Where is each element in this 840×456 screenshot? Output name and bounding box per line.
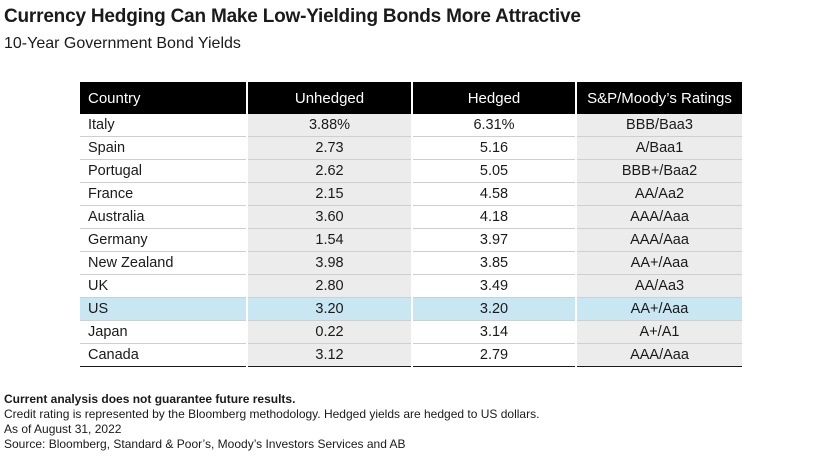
footer-disclaimer: Current analysis does not guarantee futu…: [4, 392, 296, 406]
country-cell: Germany: [80, 228, 248, 252]
footer-note: Credit rating is represented by the Bloo…: [4, 407, 540, 421]
footer-date: As of August 31, 2022: [4, 422, 122, 436]
rating-cell: AA+/Aaa: [576, 297, 742, 321]
country-cell: US: [80, 297, 248, 321]
rating-cell: AA/Aa2: [576, 182, 742, 206]
footer-notes: Current analysis does not guarantee futu…: [4, 392, 539, 452]
hedged-cell: 2.79: [412, 343, 577, 367]
header-unhedged: Unhedged: [247, 82, 413, 114]
table-row: US 3.20 3.20 AA+/Aaa: [80, 297, 742, 321]
table-row: Japan 0.22 3.14 A+/A1: [80, 320, 742, 344]
country-cell: Australia: [80, 205, 248, 229]
rating-cell: AA/Aa3: [576, 274, 742, 298]
unhedged-cell: 0.22: [247, 320, 413, 344]
header-country: Country: [80, 82, 248, 114]
unhedged-cell: 3.20: [247, 297, 413, 321]
table-row: France 2.15 4.58 AA/Aa2: [80, 182, 742, 206]
unhedged-cell: 3.88%: [247, 114, 413, 137]
country-cell: New Zealand: [80, 251, 248, 275]
rating-cell: AAA/Aaa: [576, 228, 742, 252]
country-cell: France: [80, 182, 248, 206]
hedged-cell: 4.18: [412, 205, 577, 229]
rating-cell: AAA/Aaa: [576, 205, 742, 229]
table-row: New Zealand 3.98 3.85 AA+/Aaa: [80, 251, 742, 275]
unhedged-cell: 3.12: [247, 343, 413, 367]
table-row: Italy 3.88% 6.31% BBB/Baa3: [80, 114, 742, 137]
rating-cell: A/Baa1: [576, 136, 742, 160]
rating-cell: BBB+/Baa2: [576, 159, 742, 183]
unhedged-cell: 3.98: [247, 251, 413, 275]
hedged-cell: 3.14: [412, 320, 577, 344]
unhedged-cell: 1.54: [247, 228, 413, 252]
header-ratings: S&P/Moody’s Ratings: [576, 82, 742, 114]
unhedged-cell: 2.80: [247, 274, 413, 298]
rating-cell: AA+/Aaa: [576, 251, 742, 275]
hedged-cell: 3.49: [412, 274, 577, 298]
hedged-cell: 5.05: [412, 159, 577, 183]
rating-cell: AAA/Aaa: [576, 343, 742, 367]
unhedged-cell: 2.15: [247, 182, 413, 206]
rating-cell: A+/A1: [576, 320, 742, 344]
hedged-cell: 3.85: [412, 251, 577, 275]
unhedged-cell: 2.62: [247, 159, 413, 183]
table-row: UK 2.80 3.49 AA/Aa3: [80, 274, 742, 298]
header-hedged: Hedged: [412, 82, 577, 114]
country-cell: Portugal: [80, 159, 248, 183]
country-cell: UK: [80, 274, 248, 298]
unhedged-cell: 3.60: [247, 205, 413, 229]
hedged-cell: 3.97: [412, 228, 577, 252]
country-cell: Canada: [80, 343, 248, 367]
hedged-cell: 4.58: [412, 182, 577, 206]
unhedged-cell: 2.73: [247, 136, 413, 160]
hedged-cell: 5.16: [412, 136, 577, 160]
bond-yields-table: Country Unhedged Hedged S&P/Moody’s Rati…: [80, 82, 742, 367]
hedged-cell: 3.20: [412, 297, 577, 321]
table-row: Germany 1.54 3.97 AAA/Aaa: [80, 228, 742, 252]
table-body: Italy 3.88% 6.31% BBB/Baa3 Spain 2.73 5.16 A/Ba…: [80, 114, 742, 367]
table-row: Australia 3.60 4.18 AAA/Aaa: [80, 205, 742, 229]
country-cell: Japan: [80, 320, 248, 344]
chart-title: Currency Hedging Can Make Low-Yielding B…: [4, 6, 581, 27]
table-header-row: Country Unhedged Hedged S&P/Moody’s Rati…: [80, 82, 742, 114]
rating-cell: BBB/Baa3: [576, 114, 742, 137]
table-row: Canada 3.12 2.79 AAA/Aaa: [80, 343, 742, 367]
table-row: Portugal 2.62 5.05 BBB+/Baa2: [80, 159, 742, 183]
hedged-cell: 6.31%: [412, 114, 577, 137]
chart-subtitle: 10-Year Government Bond Yields: [4, 35, 241, 52]
country-cell: Italy: [80, 114, 248, 137]
table-row: Spain 2.73 5.16 A/Baa1: [80, 136, 742, 160]
footer-source: Source: Bloomberg, Standard & Poor’s, Mo…: [4, 437, 406, 451]
country-cell: Spain: [80, 136, 248, 160]
